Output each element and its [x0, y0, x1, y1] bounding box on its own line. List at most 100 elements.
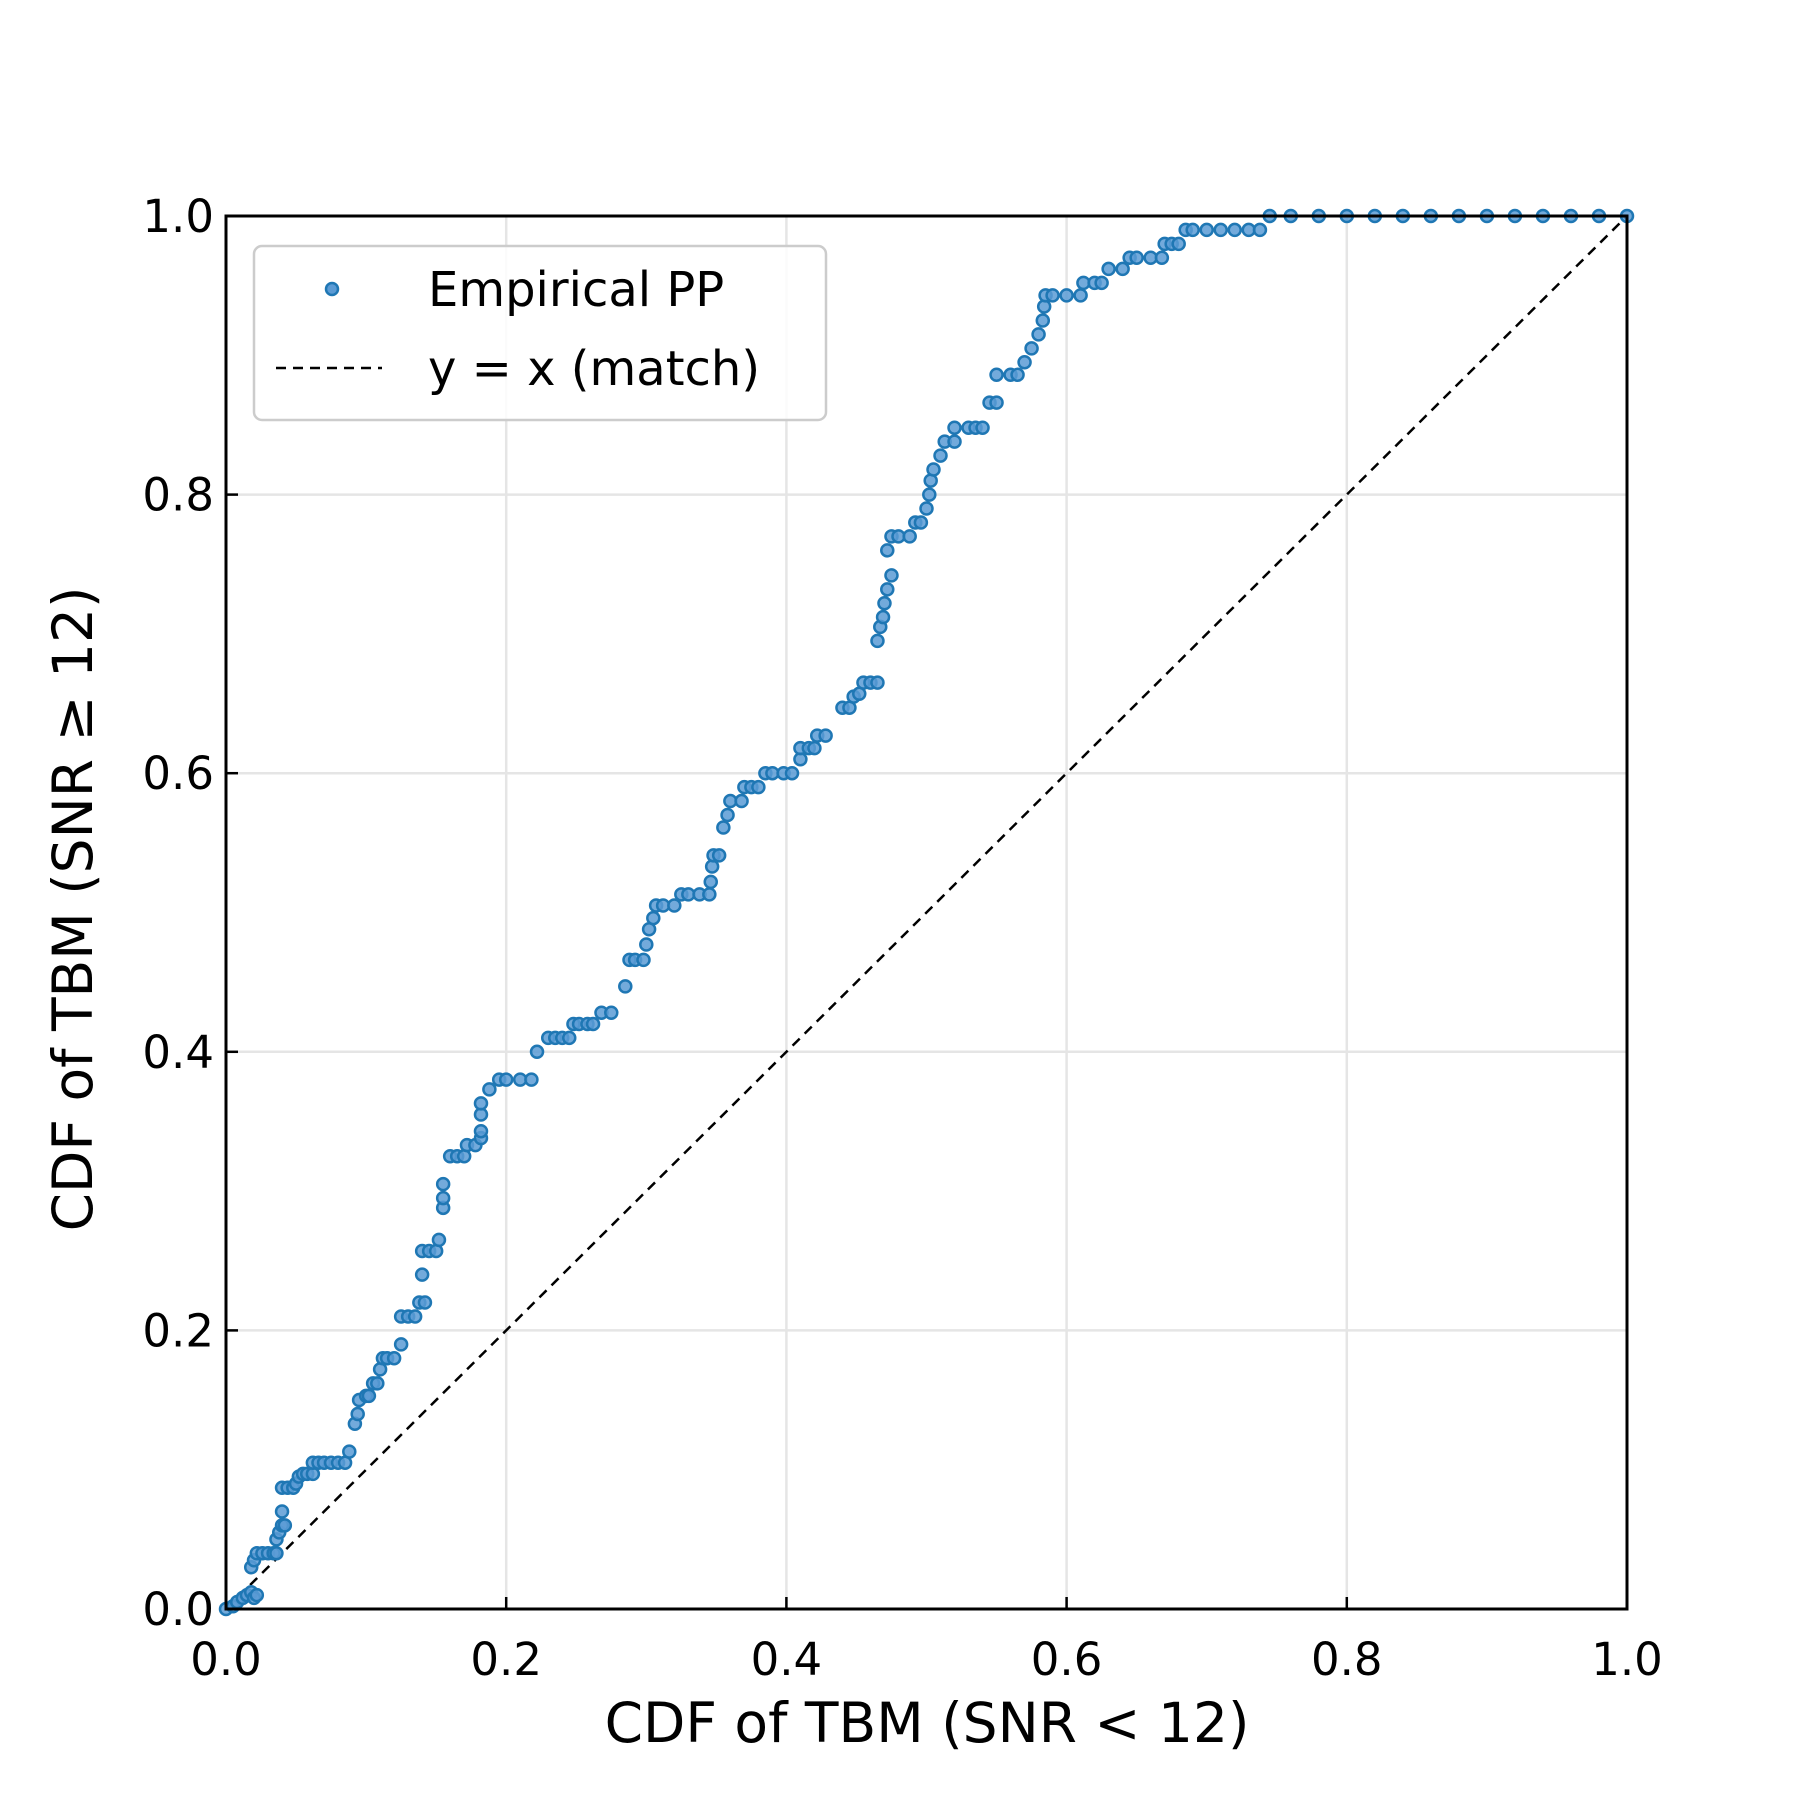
data-point [482, 1082, 497, 1097]
data-point [667, 898, 682, 913]
data-point [407, 1309, 423, 1324]
data-point [473, 1096, 489, 1111]
data-point [926, 462, 941, 477]
data-point [646, 910, 661, 926]
data-point [529, 1044, 545, 1060]
x-tick-label: 0.2 [470, 1633, 542, 1686]
data-point [1017, 355, 1032, 370]
y-tick-label: 0.6 [142, 747, 214, 800]
data-point [1073, 288, 1088, 303]
data-point [1213, 222, 1228, 238]
data-point [350, 1406, 365, 1422]
data-point [884, 568, 899, 583]
data-point [1227, 222, 1242, 238]
data-point [498, 1072, 514, 1087]
data-point [1031, 327, 1046, 342]
data-point [734, 793, 749, 809]
data-point [1252, 222, 1268, 238]
data-point [1129, 250, 1144, 266]
x-tick-label: 0.4 [751, 1633, 823, 1686]
legend-label-reference: y = x (match) [428, 341, 760, 397]
data-point [702, 887, 717, 902]
data-point [604, 1005, 619, 1021]
data-point [818, 728, 833, 743]
y-tick-label: 1.0 [142, 190, 214, 243]
data-point [414, 1267, 430, 1282]
legend-marker-empirical [324, 281, 340, 297]
data-point [1185, 222, 1200, 238]
data-point [870, 675, 885, 690]
data-point [1035, 313, 1051, 328]
data-point [274, 1504, 290, 1519]
data-point [1010, 367, 1025, 383]
data-point [1024, 341, 1039, 356]
data-point [386, 1351, 402, 1366]
y-tick-labels: 0.0 0.2 0.4 0.6 0.8 1.0 [142, 190, 214, 1636]
data-point [361, 1388, 377, 1404]
data-point [585, 1016, 601, 1032]
legend-label-empirical: Empirical PP [428, 262, 724, 318]
data-point [880, 582, 895, 597]
x-tick-labels: 0.0 0.2 0.4 0.6 0.8 1.0 [190, 1633, 1663, 1686]
data-point [703, 874, 718, 890]
data-point [913, 515, 929, 530]
data-point [1059, 288, 1074, 303]
x-axis-label: CDF of TBM (SNR < 12) [605, 1691, 1250, 1755]
data-point [975, 420, 990, 435]
data-point [370, 1376, 385, 1391]
data-point [711, 848, 727, 863]
data-point [875, 609, 891, 625]
data-point [393, 1337, 409, 1352]
data-point [1115, 261, 1130, 277]
data-point [417, 1295, 433, 1310]
y-tick-label: 0.2 [142, 1304, 214, 1357]
y-tick-label: 0.4 [142, 1026, 214, 1079]
data-point [561, 1030, 577, 1046]
data-point [877, 596, 892, 611]
data-point [919, 501, 934, 516]
data-point [435, 1190, 451, 1206]
x-tick-label: 0.0 [190, 1633, 262, 1686]
data-point [880, 543, 895, 558]
data-point [947, 434, 962, 449]
data-point [473, 1123, 489, 1139]
data-point [1045, 288, 1060, 303]
y-tick-label: 0.0 [142, 1583, 214, 1636]
data-point [524, 1072, 539, 1087]
data-point [989, 395, 1004, 410]
data-point [1171, 236, 1186, 252]
data-point [269, 1546, 284, 1561]
data-point [639, 937, 654, 952]
data-point [1094, 275, 1109, 291]
data-point [249, 1587, 265, 1603]
empirical-points [218, 208, 1635, 1617]
reference-line-y-equals-x [225, 215, 1628, 1610]
data-point [1154, 250, 1170, 266]
reference-line-group [225, 215, 1628, 1610]
data-point [947, 420, 962, 435]
y-tick-label: 0.8 [142, 469, 214, 522]
plot-frame [224, 214, 1629, 1611]
x-tick-label: 0.8 [1311, 1633, 1383, 1686]
data-point [989, 367, 1004, 383]
data-point [933, 448, 948, 463]
y-axis-label: CDF of TBM (SNR ≥ 12) [41, 587, 105, 1232]
data-point [922, 487, 937, 502]
data-point [277, 1518, 293, 1533]
data-point [720, 807, 735, 823]
data-point [870, 633, 885, 649]
data-point [1101, 261, 1116, 277]
legend: Empirical PP y = x (match) [252, 244, 828, 422]
data-point [751, 779, 766, 795]
data-point [1199, 222, 1214, 238]
data-point [716, 820, 731, 835]
data-point [807, 740, 822, 756]
data-point [342, 1444, 357, 1459]
x-tick-label: 0.6 [1031, 1633, 1103, 1686]
data-point [636, 952, 651, 968]
data-point [784, 765, 800, 781]
data-point [435, 1176, 451, 1192]
data-point [902, 529, 917, 544]
x-tick-label: 1.0 [1591, 1633, 1663, 1686]
